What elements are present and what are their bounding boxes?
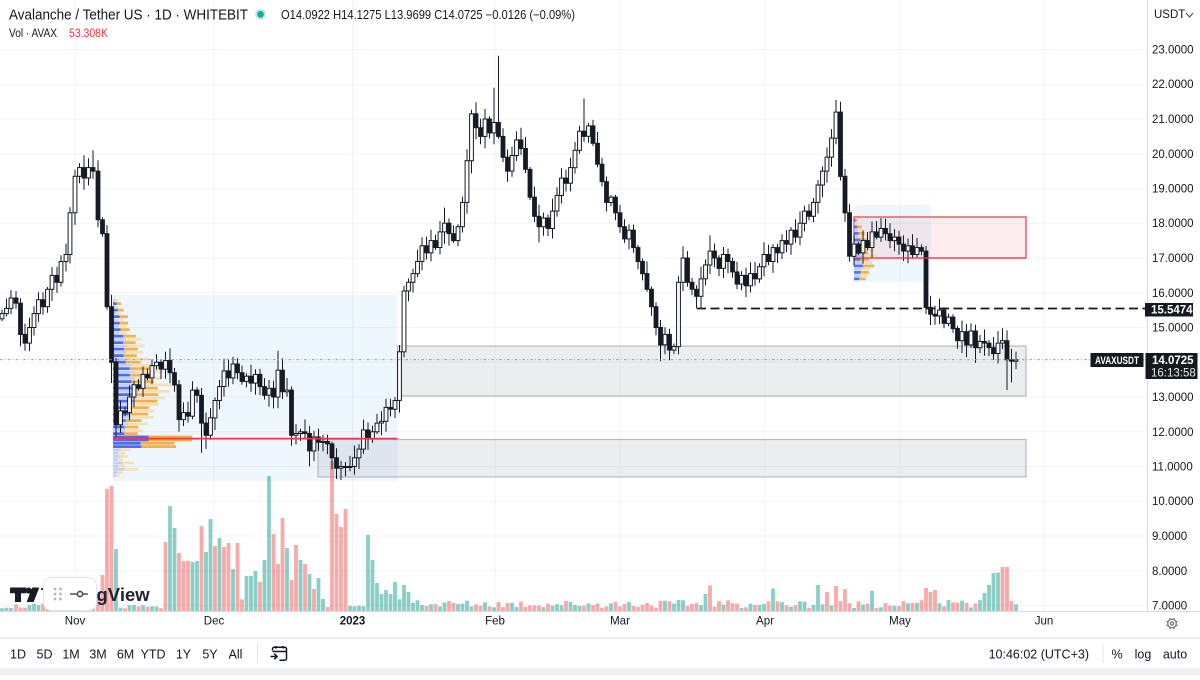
svg-text:1M: 1M (62, 648, 79, 662)
svg-text:1D: 1D (10, 648, 26, 662)
svg-text:May: May (889, 616, 911, 628)
svg-text:log: log (1135, 648, 1152, 662)
svg-text:19.0000: 19.0000 (1152, 184, 1194, 196)
svg-text:14.0725: 14.0725 (1152, 355, 1194, 367)
svg-text:15.5474: 15.5474 (1151, 305, 1193, 317)
svg-text:15.0000: 15.0000 (1152, 323, 1194, 335)
svg-text:All: All (229, 648, 243, 662)
svg-text:Vol · AVAX: Vol · AVAX (9, 28, 57, 40)
svg-text:53.308K: 53.308K (69, 28, 108, 40)
svg-text:Feb: Feb (485, 616, 505, 628)
svg-text:11.0000: 11.0000 (1152, 462, 1193, 474)
svg-text:5Y: 5Y (202, 648, 218, 662)
svg-text:5D: 5D (37, 648, 53, 662)
svg-text:10.0000: 10.0000 (1152, 496, 1194, 508)
svg-text:16.0000: 16.0000 (1152, 288, 1194, 300)
svg-text:17.0000: 17.0000 (1152, 253, 1194, 265)
svg-text:7.0000: 7.0000 (1152, 601, 1187, 613)
svg-text:Dec: Dec (204, 616, 225, 628)
svg-text:13.0000: 13.0000 (1152, 392, 1194, 404)
svg-text:Apr: Apr (756, 616, 774, 628)
svg-text:23.0000: 23.0000 (1152, 45, 1194, 57)
svg-text:Nov: Nov (65, 616, 86, 628)
svg-text:%: % (1111, 648, 1122, 662)
svg-text:AVAXUSDT: AVAXUSDT (1095, 355, 1139, 367)
svg-text:6M: 6M (117, 648, 134, 662)
svg-text:10:46:02 (UTC+3): 10:46:02 (UTC+3) (989, 648, 1089, 662)
svg-text:USDT: USDT (1154, 9, 1185, 21)
svg-text:Avalanche / Tether US · 1D · W: Avalanche / Tether US · 1D · WHITEBIT (9, 7, 248, 24)
svg-text:12.0000: 12.0000 (1152, 427, 1194, 439)
svg-text:3M: 3M (89, 648, 106, 662)
svg-text:O14.0922 H14.1275 L13.9699 C14: O14.0922 H14.1275 L13.9699 C14.0725 −0.0… (281, 8, 575, 22)
svg-text:1Y: 1Y (176, 648, 192, 662)
svg-text:Jun: Jun (1035, 616, 1054, 628)
svg-text:2023: 2023 (340, 616, 366, 628)
svg-text:8.0000: 8.0000 (1152, 566, 1187, 578)
svg-text:auto: auto (1163, 648, 1187, 662)
svg-text:18.0000: 18.0000 (1152, 218, 1194, 230)
svg-text:20.0000: 20.0000 (1152, 149, 1194, 161)
svg-text:Mar: Mar (610, 616, 630, 628)
svg-text:YTD: YTD (141, 648, 166, 662)
svg-text:22.0000: 22.0000 (1152, 79, 1194, 91)
svg-text:21.0000: 21.0000 (1152, 114, 1194, 126)
svg-text:16:13:58: 16:13:58 (1151, 367, 1196, 379)
svg-text:9.0000: 9.0000 (1152, 531, 1187, 543)
